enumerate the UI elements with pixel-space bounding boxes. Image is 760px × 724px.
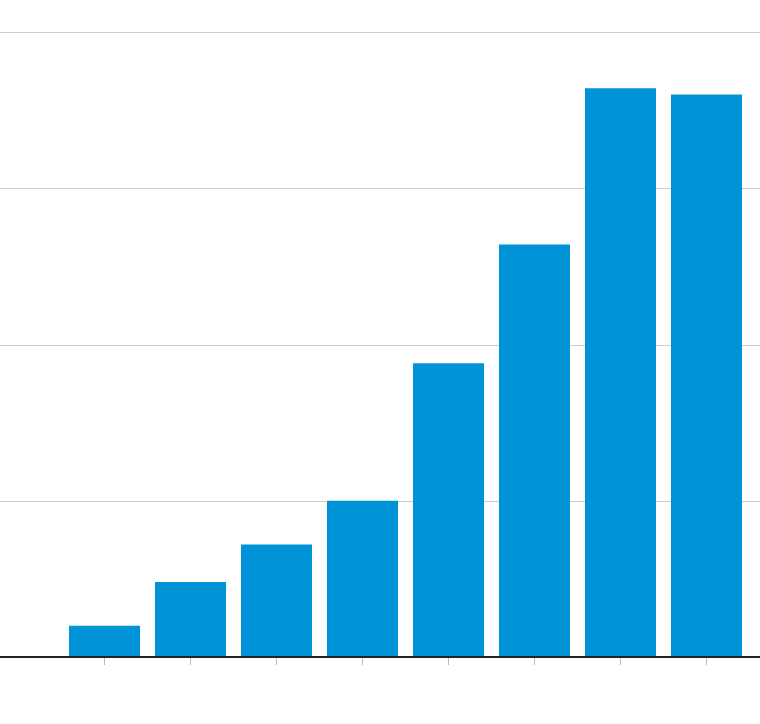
bar-3 — [241, 544, 312, 657]
bar-5 — [413, 363, 484, 657]
bar-1 — [69, 625, 140, 657]
bar-4 — [327, 500, 398, 657]
bar-6 — [499, 244, 570, 657]
bar-8 — [671, 94, 742, 657]
bars — [69, 88, 742, 657]
bar-7 — [585, 88, 656, 657]
bar-2 — [155, 582, 226, 657]
x-axis — [0, 656, 760, 665]
